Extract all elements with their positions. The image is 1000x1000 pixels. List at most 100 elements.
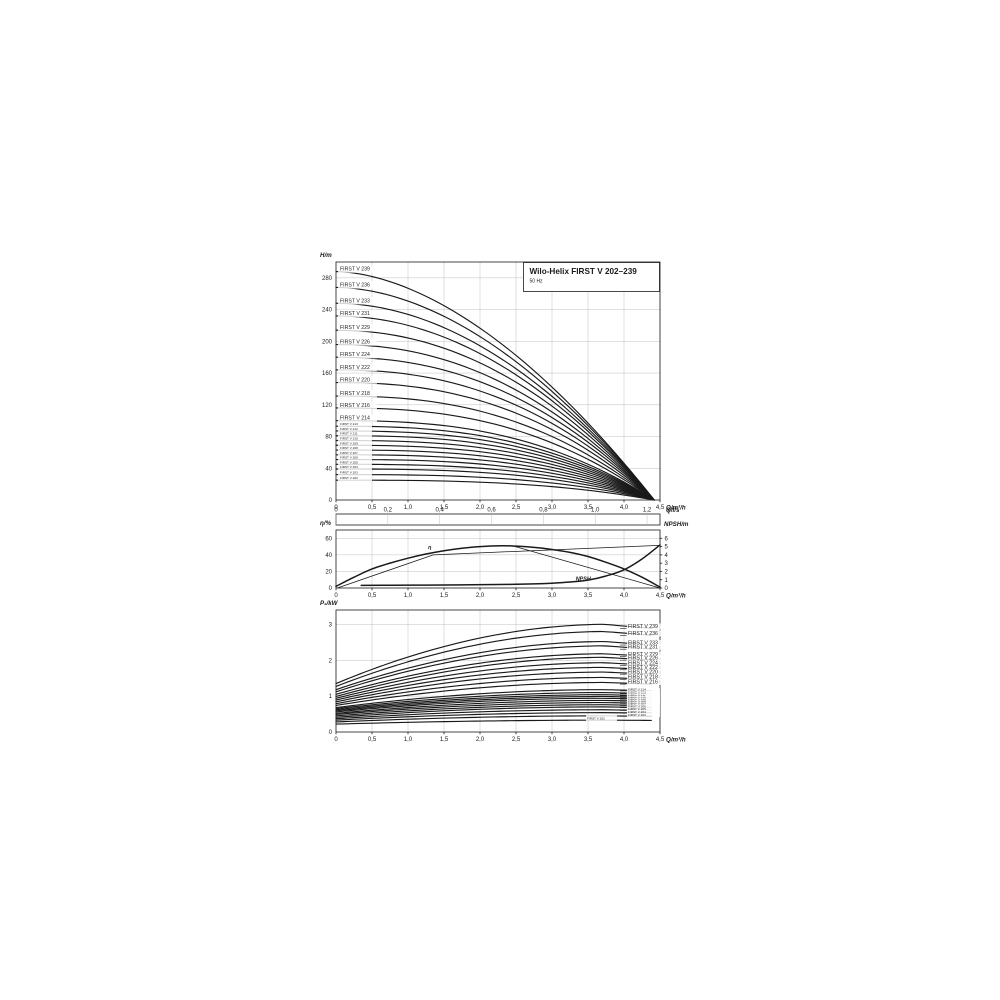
x-tick-label: 4,0 bbox=[620, 737, 629, 743]
curve-label-box bbox=[338, 401, 377, 410]
head-curve bbox=[335, 458, 655, 501]
chart-subtitle: 50 Hz bbox=[530, 279, 544, 285]
x-tick-label-ls: 0,4 bbox=[436, 508, 445, 514]
power-curve bbox=[335, 623, 652, 685]
power-curve-label: FIRST V 204 bbox=[628, 710, 646, 714]
power-curve-label: FIRST V 239 bbox=[628, 624, 658, 630]
power-curve-label: FIRST V 210 bbox=[628, 696, 646, 700]
y-tick-label: 2 bbox=[329, 658, 333, 664]
x-tick-label: 2,0 bbox=[476, 505, 485, 511]
x-tick-label: 2,0 bbox=[476, 593, 485, 599]
power-curve-label: FIRST V 233 bbox=[628, 640, 658, 646]
x-tick-label: 0,5 bbox=[368, 505, 377, 511]
y-axis-label: η/% bbox=[320, 520, 331, 527]
head-curve bbox=[335, 343, 655, 501]
power-curve-label: FIRST V 205 bbox=[628, 707, 646, 711]
head-curve-label: FIRST V 224 bbox=[340, 352, 370, 358]
x-tick-label: 2,5 bbox=[512, 593, 521, 599]
x-tick-label-ls: 1,0 bbox=[591, 508, 600, 514]
curve-label-box bbox=[338, 376, 377, 384]
y-tick-label: 20 bbox=[325, 570, 332, 576]
y-tick-label: 0 bbox=[329, 730, 333, 736]
power-curve bbox=[335, 676, 652, 705]
x-tick-label: 1,0 bbox=[404, 593, 413, 599]
npsh-curve bbox=[360, 544, 661, 587]
power-curve-label: FIRST V 236 bbox=[628, 631, 658, 637]
curve-label-box bbox=[338, 309, 377, 318]
x-tick-label: 3,0 bbox=[548, 505, 557, 511]
curve-label-box bbox=[627, 674, 663, 681]
x-tick-label-ls: 0,8 bbox=[539, 508, 548, 514]
x-tick-label: 1,0 bbox=[404, 737, 413, 743]
curve-label-box bbox=[627, 702, 660, 707]
curve-label-box bbox=[627, 696, 660, 701]
curve-label-box bbox=[338, 363, 377, 372]
power-curve-label: FIRST V 220 bbox=[628, 670, 658, 676]
x-tick-label: 1,5 bbox=[440, 593, 449, 599]
head-curve bbox=[335, 395, 655, 501]
curve-label-box bbox=[627, 690, 660, 695]
curve-label-box bbox=[627, 630, 663, 637]
efficiency-npsh-curves: η NPSH bbox=[335, 544, 661, 589]
head-curve bbox=[335, 463, 655, 501]
power-curve bbox=[335, 640, 652, 691]
chart-title: Wilo-Helix FIRST V 202–239 bbox=[530, 267, 638, 276]
y-tick-label: 40 bbox=[325, 466, 332, 472]
head-curve-labels: FIRST V 239 FIRST V 236 FIRST V 233 FIRST V… bbox=[338, 265, 377, 482]
x-tick-label: 4,5 bbox=[656, 593, 665, 599]
curve-label-box bbox=[627, 654, 663, 662]
head-curve bbox=[335, 420, 655, 501]
secondary-x-axis-label: Q/l/s bbox=[666, 507, 680, 514]
head-curve-label: FIRST V 211 bbox=[340, 432, 358, 436]
curve-label-box bbox=[627, 639, 663, 647]
head-curve-label: FIRST V 226 bbox=[340, 340, 370, 346]
x-tick-label: 1,0 bbox=[404, 505, 413, 511]
head-curve bbox=[335, 270, 655, 501]
head-curve-label: FIRST V 208 bbox=[340, 446, 358, 450]
curve-label-box bbox=[338, 442, 372, 447]
head-curve bbox=[335, 454, 655, 501]
head-curve-label: FIRST V 209 bbox=[340, 441, 358, 445]
x-tick-label: 2,5 bbox=[512, 737, 521, 743]
power-curve bbox=[335, 709, 652, 720]
head-curve-label: FIRST V 202 bbox=[340, 476, 358, 480]
y-tick-label: 280 bbox=[322, 276, 333, 282]
power-curve bbox=[335, 694, 652, 711]
curve-label-box bbox=[338, 461, 372, 466]
head-curve-label: FIRST V 239 bbox=[340, 267, 370, 273]
plot-frame bbox=[335, 261, 661, 501]
power-curve-label: FIRST V 209 bbox=[628, 698, 646, 702]
head-curve-label: FIRST V 206 bbox=[340, 456, 358, 460]
head-curve-label: FIRST V 218 bbox=[340, 391, 370, 397]
power-curve-group bbox=[335, 623, 652, 725]
head-curve bbox=[335, 444, 655, 501]
power-curve bbox=[335, 671, 652, 703]
power-curve-label: FIRST V 231 bbox=[628, 645, 658, 651]
npsh-tick-label: 1 bbox=[665, 578, 669, 584]
x-tick-label: 0 bbox=[334, 593, 338, 599]
x-tick-label: 4,5 bbox=[656, 505, 665, 511]
curve-label-box bbox=[627, 704, 660, 709]
head-curve-label: FIRST V 222 bbox=[340, 365, 370, 371]
x-axis-label: Q/m³/h bbox=[666, 737, 686, 744]
head-curve-label: FIRST V 210 bbox=[340, 437, 358, 441]
head-curve bbox=[335, 425, 655, 501]
y-axis-label: H/m bbox=[320, 252, 332, 259]
curve-label-box bbox=[338, 471, 372, 476]
curve-label-box bbox=[627, 669, 663, 676]
curve-label-box bbox=[627, 710, 660, 714]
curve-label-box bbox=[627, 664, 663, 671]
chart-title-block: Wilo-Helix FIRST V 202–239 50 Hz bbox=[523, 262, 660, 292]
head-curve-label: FIRST V 212 bbox=[340, 427, 358, 431]
power-curve-label: FIRST V 207 bbox=[628, 702, 646, 706]
power-curve bbox=[335, 645, 652, 693]
curve-label-box bbox=[338, 297, 377, 305]
x-tick-label-ls: 0,6 bbox=[487, 508, 496, 514]
power-curve bbox=[335, 712, 652, 721]
head-curve-label: FIRST V 213 bbox=[340, 422, 358, 426]
power-curve-label: FIRST V 206 bbox=[628, 704, 646, 708]
curve-label-box bbox=[627, 698, 660, 703]
x-tick-label: 3,5 bbox=[584, 593, 593, 599]
efficiency-npsh-chart: 0 0,5 1,0 1,5 2,0 2,5 3,0 3,5 4,0 4,50204060Q/m³/… bbox=[320, 520, 686, 600]
curve-label-box bbox=[338, 447, 372, 452]
